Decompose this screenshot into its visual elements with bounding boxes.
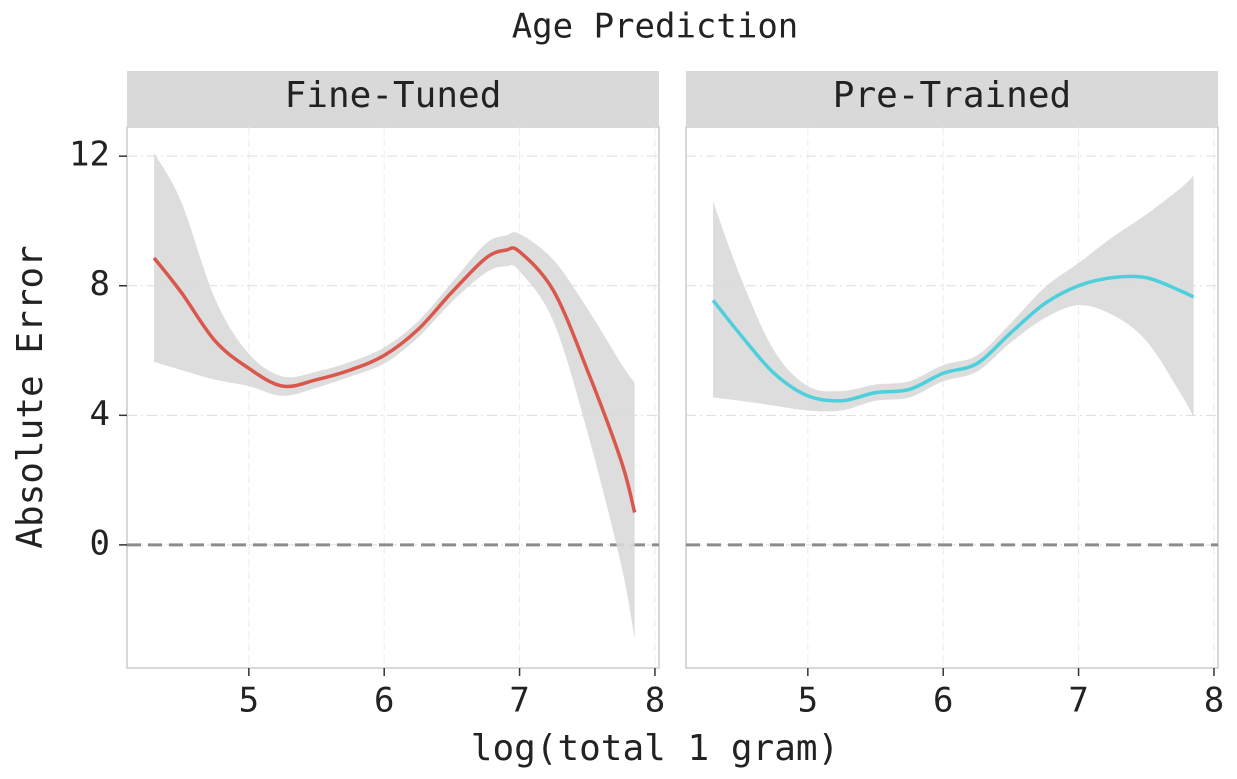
chart-title: Age Prediction [512, 7, 799, 47]
x-tick-label: 5 [798, 681, 818, 721]
facet-title: Pre-Trained [833, 75, 1071, 116]
facet-strip [686, 71, 1218, 126]
x-tick-label: 6 [933, 681, 953, 721]
confidence-band [713, 175, 1194, 417]
x-tick-label: 6 [374, 681, 394, 721]
x-tick-label: 5 [239, 681, 259, 721]
y-tick-label: 8 [90, 264, 110, 304]
line [711, 274, 1195, 403]
x-axis-label: log(total 1 gram) [471, 728, 839, 769]
x-tick-label: 7 [1068, 681, 1088, 721]
facet-strip [127, 71, 659, 126]
line [152, 246, 637, 513]
x-tick-label: 8 [1204, 681, 1224, 721]
y-tick-label: 4 [90, 394, 110, 434]
y-tick-label: 0 [90, 523, 110, 563]
y-axis-label: Absolute Error [10, 245, 51, 548]
x-tick-label: 8 [645, 681, 665, 721]
panel [126, 126, 660, 669]
facet-title: Fine-Tuned [285, 75, 502, 116]
y-tick-label: 12 [69, 135, 110, 175]
x-tick-label: 7 [509, 681, 529, 721]
